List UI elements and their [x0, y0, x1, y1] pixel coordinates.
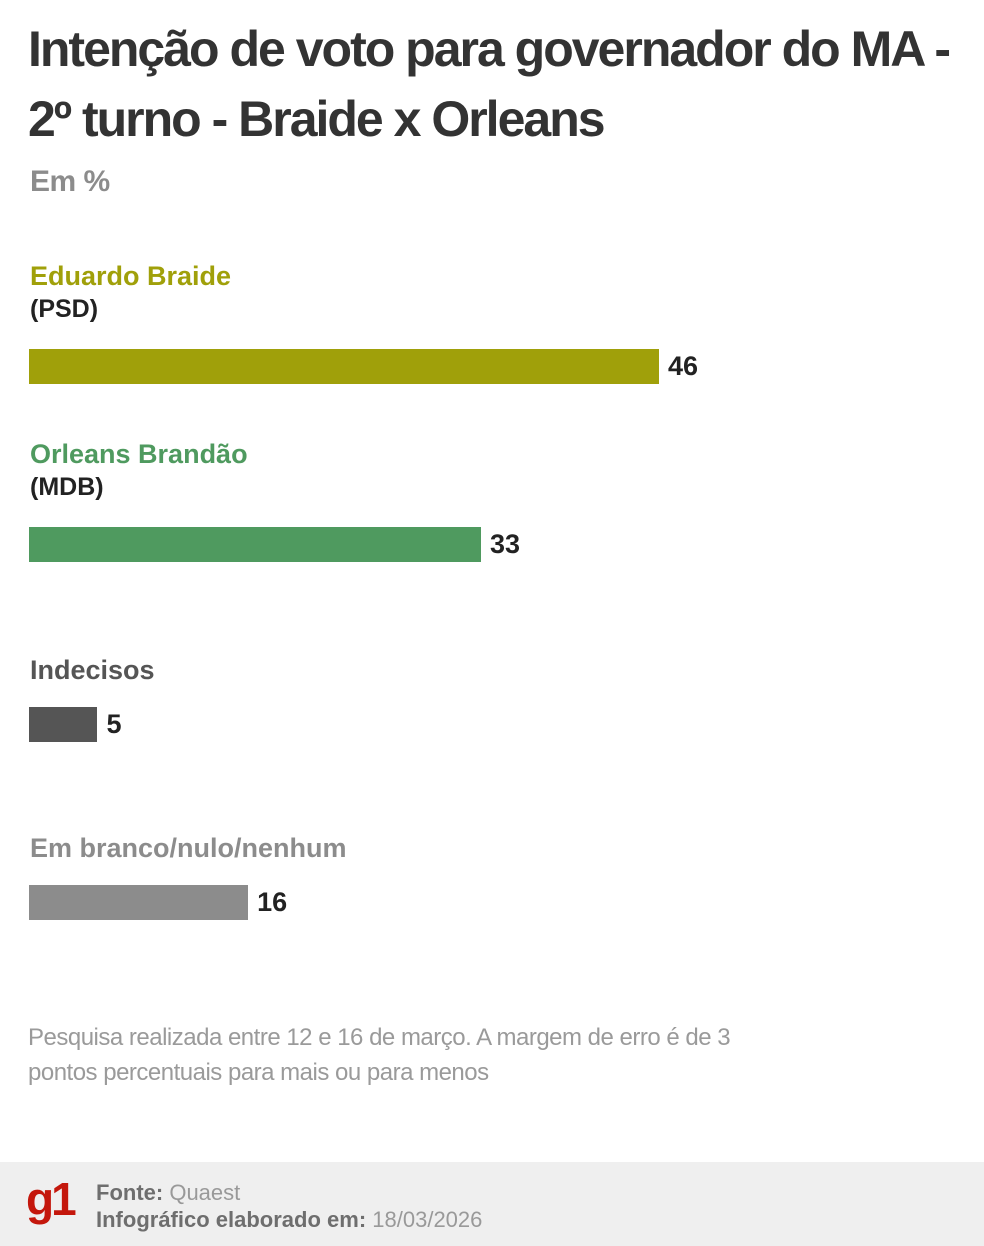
- source-value: Quaest: [169, 1180, 241, 1205]
- chart-title: Intenção de voto para governador do MA -…: [28, 21, 951, 147]
- source-label: Fonte:: [96, 1180, 164, 1205]
- party-label: (MDB): [30, 473, 104, 501]
- source-line: Fonte: Quaest: [96, 1180, 240, 1205]
- value-label: 33: [489, 529, 520, 559]
- bar: [29, 707, 98, 742]
- date-value: 18/03/2026: [372, 1207, 483, 1232]
- value-label: 46: [668, 351, 699, 381]
- bar: [29, 527, 481, 562]
- value-label: 16: [257, 887, 288, 917]
- chart-subtitle: Em %: [30, 165, 110, 198]
- value-label: 5: [106, 709, 122, 739]
- footer: g1 Fonte: Quaest Infográfico elaborado e…: [0, 1162, 984, 1246]
- date-line: Infográfico elaborado em: 18/03/2026: [96, 1207, 482, 1232]
- chart-header: Intenção de voto para governador do MA -…: [28, 14, 978, 200]
- party-label: (PSD): [30, 295, 99, 323]
- methodology-note: Pesquisa realizada entre 12 e 16 de març…: [28, 1024, 731, 1086]
- bar: [29, 885, 249, 920]
- bar: [29, 349, 659, 384]
- category-label: Em branco/nulo/nenhum: [30, 833, 347, 863]
- category-label: Orleans Brandão: [30, 439, 248, 469]
- g1-logo: g1: [26, 1173, 77, 1225]
- category-label: Eduardo Braide: [30, 261, 232, 291]
- date-label: Infográfico elaborado em:: [96, 1207, 367, 1232]
- category-label: Indecisos: [30, 655, 155, 685]
